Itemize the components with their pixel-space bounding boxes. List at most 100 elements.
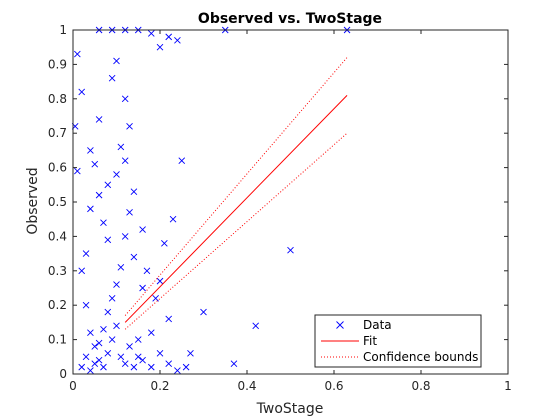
y-tick-label: 0.3 — [48, 264, 67, 278]
y-axis-label: Observed — [25, 167, 41, 234]
legend-label: Data — [363, 318, 392, 332]
data-point — [174, 367, 181, 374]
y-tick-label: 0.4 — [48, 229, 67, 243]
data-point — [287, 246, 294, 254]
x-axis-label: TwoStage — [256, 401, 324, 417]
data-point — [95, 191, 103, 199]
data-point — [126, 343, 133, 350]
confidence-bound-line — [124, 132, 348, 330]
x-tick-label: 0.2 — [150, 379, 169, 393]
data-point — [100, 363, 107, 371]
data-point — [156, 43, 164, 51]
y-tick-label: 0.5 — [48, 195, 67, 209]
data-point — [147, 329, 155, 337]
data-point — [113, 57, 120, 65]
data-point — [87, 329, 94, 337]
legend-label: Confidence bounds — [363, 350, 478, 364]
data-point — [117, 143, 125, 151]
chart-title: Observed vs. TwoStage — [198, 11, 382, 27]
data-point — [74, 50, 81, 58]
data-point — [152, 295, 159, 302]
data-point — [91, 160, 99, 168]
data-point — [130, 363, 138, 371]
y-ticks: 0 0.1 0.2 0.3 0.4 0.5 0.6 0.7 0.8 0.9 1 — [48, 23, 508, 381]
data-point — [139, 226, 146, 233]
x-tick-label: 0.8 — [411, 379, 430, 393]
legend-label: Fit — [363, 334, 377, 348]
data-point — [156, 277, 164, 285]
data-point — [165, 315, 173, 323]
y-tick-label: 0.2 — [48, 298, 67, 312]
data-point — [134, 336, 142, 343]
data-point — [108, 295, 116, 302]
data-point — [104, 181, 112, 189]
data-point — [143, 267, 151, 275]
data-point — [74, 167, 81, 175]
x-tick-label: 1 — [504, 379, 512, 393]
data-point — [87, 367, 94, 374]
y-tick-label: 1 — [59, 23, 67, 37]
data-point — [126, 123, 133, 130]
legend: Data Fit Confidence bounds — [314, 314, 482, 368]
plot-area — [71, 26, 351, 374]
x-tick-label: 0 — [69, 379, 77, 393]
data-point — [100, 325, 107, 333]
data-point — [82, 353, 90, 361]
data-point — [87, 147, 94, 154]
data-point — [165, 33, 173, 41]
fit-line — [124, 95, 348, 323]
data-point — [78, 363, 86, 371]
fit-lines — [124, 57, 348, 330]
data-point — [95, 356, 103, 364]
data-point — [113, 281, 120, 288]
y-tick-label: 0.8 — [48, 92, 67, 106]
data-point — [117, 264, 125, 271]
data-point — [87, 205, 94, 213]
x-tick-label: 0.6 — [324, 379, 343, 393]
data-point — [113, 322, 120, 330]
data-point — [252, 322, 260, 330]
data-point — [104, 236, 112, 244]
data-point — [95, 339, 103, 347]
data-point — [134, 353, 142, 361]
data-point — [82, 301, 90, 309]
data-point — [78, 267, 86, 275]
data-point — [200, 308, 207, 316]
data-point — [156, 350, 164, 357]
legend-marker-data — [336, 321, 344, 329]
data-point — [139, 284, 146, 292]
data-point — [104, 308, 112, 316]
x-ticks: 0 0.2 0.4 0.6 0.8 1 — [69, 30, 512, 393]
data-points — [71, 26, 351, 374]
data-point — [230, 360, 238, 367]
data-point — [161, 239, 168, 247]
data-point — [121, 360, 129, 367]
data-point — [165, 360, 173, 367]
data-point — [95, 116, 103, 123]
data-point — [130, 253, 138, 261]
data-point — [187, 350, 194, 357]
data-point — [139, 356, 146, 364]
data-point — [147, 30, 155, 37]
data-point — [182, 363, 190, 371]
y-tick-label: 0.6 — [48, 161, 67, 175]
data-point — [121, 157, 129, 165]
data-point — [104, 350, 112, 357]
y-tick-label: 0 — [59, 367, 67, 381]
data-point — [82, 250, 90, 257]
data-point — [178, 157, 186, 165]
data-point — [121, 95, 129, 103]
data-point — [100, 219, 107, 226]
data-point — [113, 171, 120, 178]
data-point — [117, 353, 125, 361]
data-point — [78, 88, 86, 96]
data-point — [91, 343, 99, 350]
data-point — [130, 188, 138, 195]
y-tick-label: 0.7 — [48, 126, 67, 140]
data-point — [174, 37, 181, 44]
data-point — [108, 74, 116, 82]
x-tick-label: 0.4 — [237, 379, 256, 393]
data-point — [147, 363, 155, 371]
data-point — [91, 360, 99, 367]
